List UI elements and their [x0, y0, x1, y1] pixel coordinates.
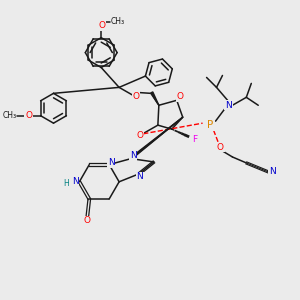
Polygon shape	[131, 117, 183, 158]
Text: N: N	[136, 172, 143, 181]
Text: F: F	[192, 135, 197, 144]
Text: O: O	[176, 92, 183, 101]
Text: P: P	[207, 120, 214, 130]
Text: O: O	[25, 111, 32, 120]
Text: O: O	[84, 216, 91, 225]
Text: O: O	[133, 92, 140, 101]
Text: O: O	[99, 21, 106, 30]
Text: CH₃: CH₃	[3, 111, 17, 120]
Text: H: H	[64, 179, 69, 188]
Text: O: O	[217, 142, 224, 152]
Text: N: N	[72, 177, 79, 186]
Text: N: N	[108, 158, 115, 167]
Polygon shape	[151, 92, 159, 105]
Text: N: N	[130, 151, 136, 160]
Text: N: N	[225, 101, 232, 110]
Text: N: N	[269, 167, 275, 176]
Text: O: O	[136, 130, 143, 140]
Text: CH₃: CH₃	[110, 17, 124, 26]
